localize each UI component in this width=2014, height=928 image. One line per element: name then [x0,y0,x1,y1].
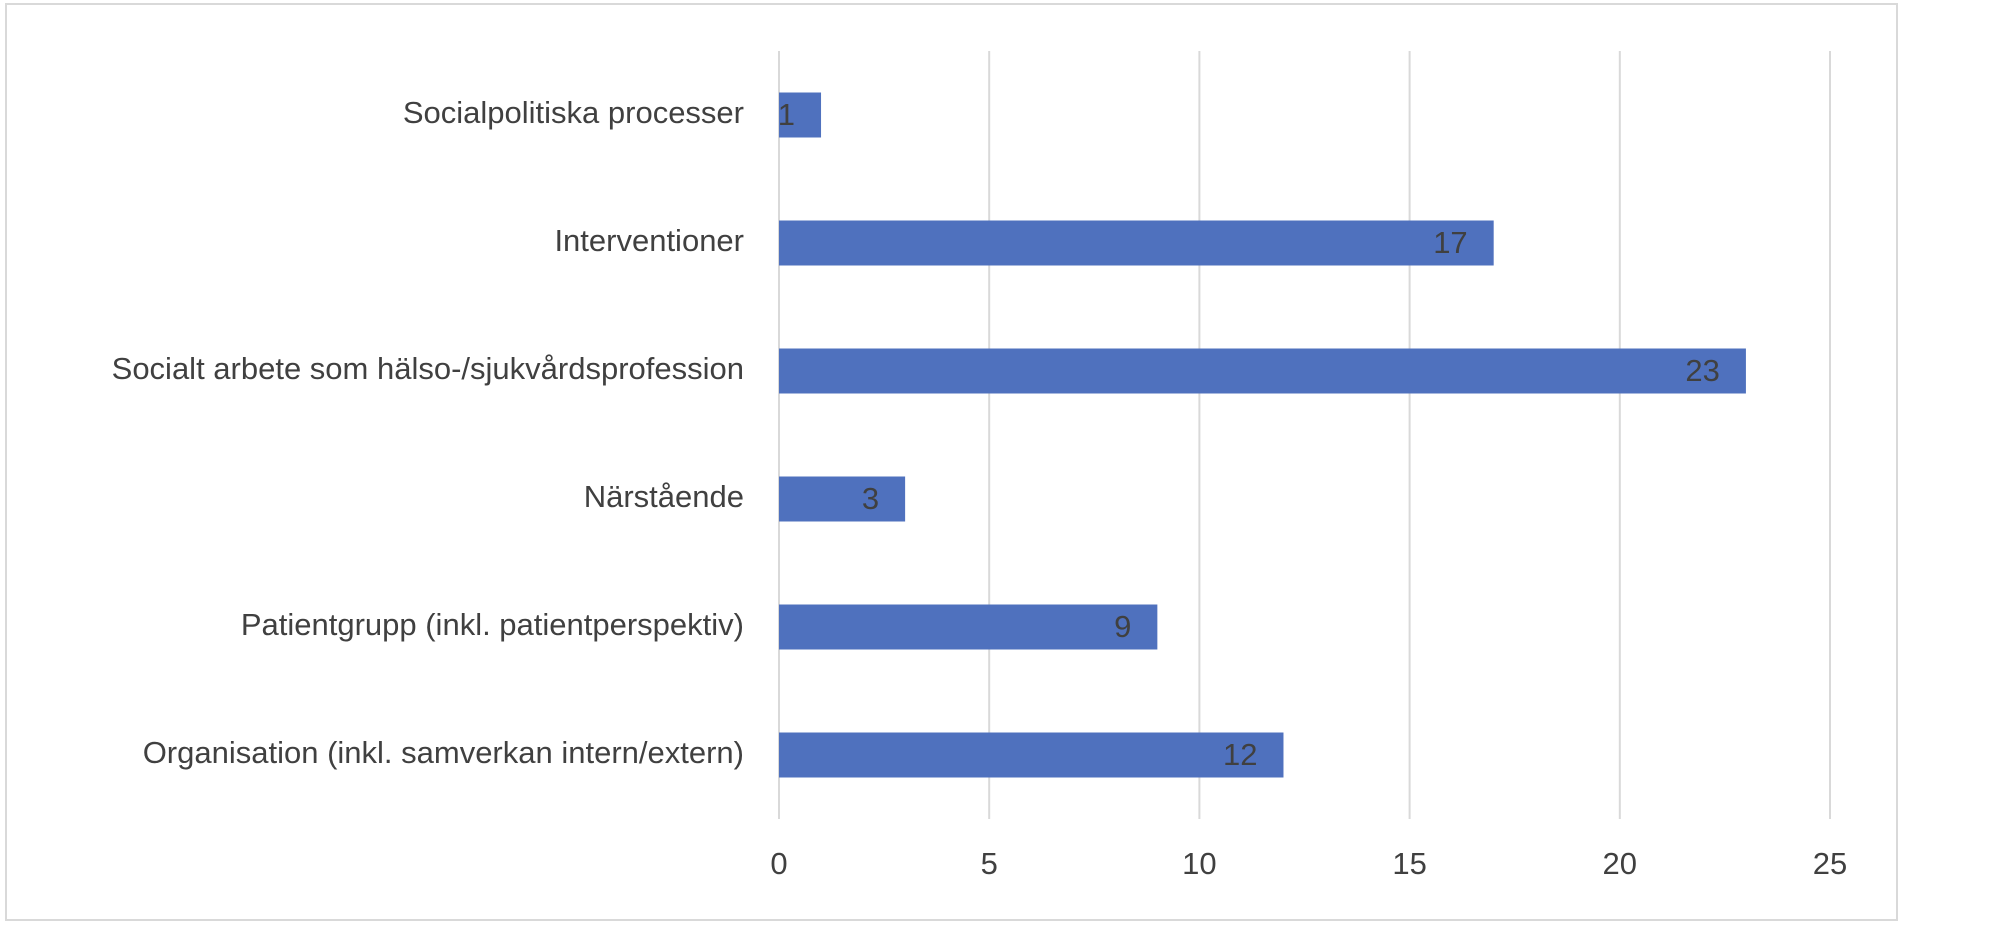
y-tick-label: Socialpolitiska processer [403,95,744,130]
y-tick-label: Patientgrupp (inkl. patientperspektiv) [241,607,744,642]
chart-border [5,3,1898,921]
bar [779,732,1284,778]
x-tick-label: 0 [770,846,787,881]
x-tick-label: 20 [1603,846,1637,881]
bar [779,348,1746,394]
bar [779,220,1494,266]
y-tick-label: Socialt arbete som hälso-/sjukvårdsprofe… [112,351,744,386]
data-label: 23 [1685,353,1719,388]
bar [779,476,906,522]
x-tick-label: 5 [981,846,998,881]
data-label: 3 [862,481,879,516]
bar [779,92,822,138]
x-tick-label: 15 [1392,846,1426,881]
x-tick-label: 10 [1182,846,1216,881]
y-tick-label: Organisation (inkl. samverkan intern/ext… [143,735,744,770]
y-tick-label: Interventioner [554,223,744,258]
data-label: 12 [1223,737,1257,772]
data-label: 17 [1433,225,1467,260]
data-label: 1 [778,97,795,132]
x-tick-label: 25 [1813,846,1847,881]
bar [779,604,1158,650]
data-label: 9 [1114,609,1131,644]
y-tick-label: Närstående [584,479,744,514]
